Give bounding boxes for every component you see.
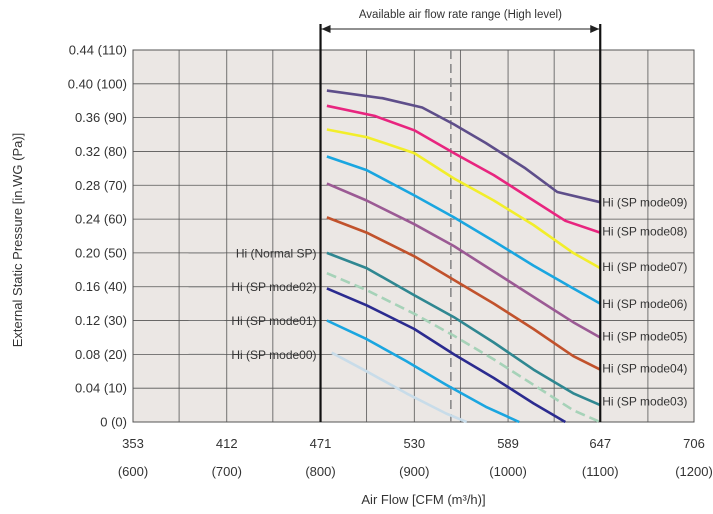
- y-tick-label: 0 (0): [100, 415, 127, 430]
- label-leaders: [188, 252, 225, 355]
- series-label-right: Hi (SP mode07): [602, 260, 687, 274]
- series-line-6: [326, 251, 601, 407]
- range-annotation: Available air flow rate range (High leve…: [321, 9, 600, 33]
- series-line-1: [326, 104, 601, 234]
- x-tick-label-cfm: 530: [403, 436, 425, 451]
- y-tick-label: 0.04 (10): [75, 381, 127, 396]
- grid: [132, 49, 695, 423]
- x-tick-label-cfm: 706: [683, 436, 705, 451]
- series-layer: [326, 89, 601, 424]
- series-line-10: [326, 319, 520, 424]
- series-label-right: Hi (SP mode06): [602, 297, 687, 311]
- y-tick-label: 0.40 (100): [68, 76, 127, 91]
- x-tick-label-m3h: (600): [118, 464, 148, 479]
- x-tick-label-cfm: 353: [122, 436, 144, 451]
- series-label-left: Hi (SP mode02): [231, 280, 316, 294]
- series-line-9: [326, 287, 566, 424]
- series-label-right: Hi (SP mode03): [602, 394, 687, 408]
- y-tick-label: 0.28 (70): [75, 178, 127, 193]
- series-label-right: Hi (SP mode08): [602, 224, 687, 238]
- x-tick-label-m3h: (700): [212, 464, 242, 479]
- x-tick-label-m3h: (1100): [582, 464, 619, 479]
- y-axis-title: External Static Pressure [in.WG (Pa)]: [10, 133, 25, 348]
- y-tick-label: 0.24 (60): [75, 212, 127, 227]
- x-tick-label-m3h: (1000): [489, 464, 527, 479]
- x-tick-label-m3h: (1200): [675, 464, 713, 479]
- x-tick-label-cfm: 412: [216, 436, 238, 451]
- series-line-0: [326, 89, 601, 204]
- series-label-right: Hi (SP mode04): [602, 361, 687, 375]
- range-annotation-text: Available air flow rate range (High leve…: [359, 9, 562, 21]
- x-tick-label-m3h: (800): [305, 464, 335, 479]
- series-label-right: Hi (SP mode09): [602, 196, 687, 210]
- series-label-right: Hi (SP mode05): [602, 329, 687, 343]
- range-bounds: [319, 24, 602, 422]
- range-arrow-left-head: [321, 25, 331, 33]
- y-tick-label: 0.36 (90): [75, 110, 127, 125]
- series-labels: Hi (SP mode09) Hi (SP mode08) Hi (SP mode0…: [231, 196, 687, 409]
- x-tick-label-cfm: 647: [589, 436, 611, 451]
- x-axis-ticks: 353 (600) 412 (700) 471 (800) 530 (900) 589 (1000…: [118, 436, 713, 479]
- series-line-5: [326, 216, 601, 371]
- y-tick-label: 0.44 (110): [69, 43, 127, 58]
- series-line-7: [326, 272, 601, 424]
- x-tick-label-cfm: 471: [310, 436, 332, 451]
- y-tick-label: 0.08 (20): [75, 347, 127, 362]
- series-line-11: [331, 351, 468, 424]
- series-label-left: Hi (SP mode00): [231, 348, 316, 362]
- y-axis-ticks: 0 (0) 0.04 (10) 0.08 (20) 0.12 (30) 0.16 (40…: [68, 43, 127, 430]
- x-tick-label-cfm: 589: [497, 436, 519, 451]
- y-tick-label: 0.32 (80): [75, 144, 127, 159]
- range-arrow-right-head: [590, 25, 600, 33]
- y-tick-label: 0.12 (30): [75, 313, 127, 328]
- x-axis-title: Air Flow [CFM (m³/h)]: [361, 492, 485, 507]
- series-line-3: [326, 155, 601, 305]
- y-tick-label: 0.20 (50): [75, 245, 127, 260]
- series-label-left: Hi (Normal SP): [236, 246, 317, 260]
- series-line-2: [326, 128, 601, 270]
- y-tick-label: 0.16 (40): [75, 279, 127, 294]
- x-tick-label-m3h: (900): [399, 464, 429, 479]
- series-line-4: [326, 182, 601, 339]
- series-label-left: Hi (SP mode01): [231, 314, 316, 328]
